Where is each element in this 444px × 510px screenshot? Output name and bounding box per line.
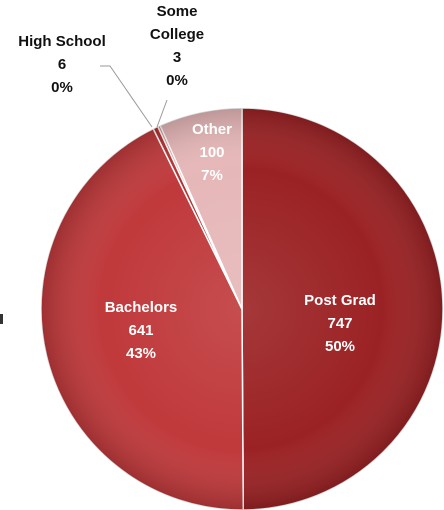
slice-label-post-grad: Post Grad 747 50% xyxy=(304,292,376,355)
leader-line-high-school xyxy=(100,65,153,128)
slice-label-bachelors: Bachelors 641 43% xyxy=(105,299,178,362)
leader-line-some-college xyxy=(156,99,168,128)
slice-label-high-school: High School 6 0% xyxy=(18,33,106,96)
slice-label-other: Other 100 7% xyxy=(192,121,232,184)
slice-label-some-college: Some College 3 0% xyxy=(150,3,204,89)
edge-mark xyxy=(0,314,3,324)
